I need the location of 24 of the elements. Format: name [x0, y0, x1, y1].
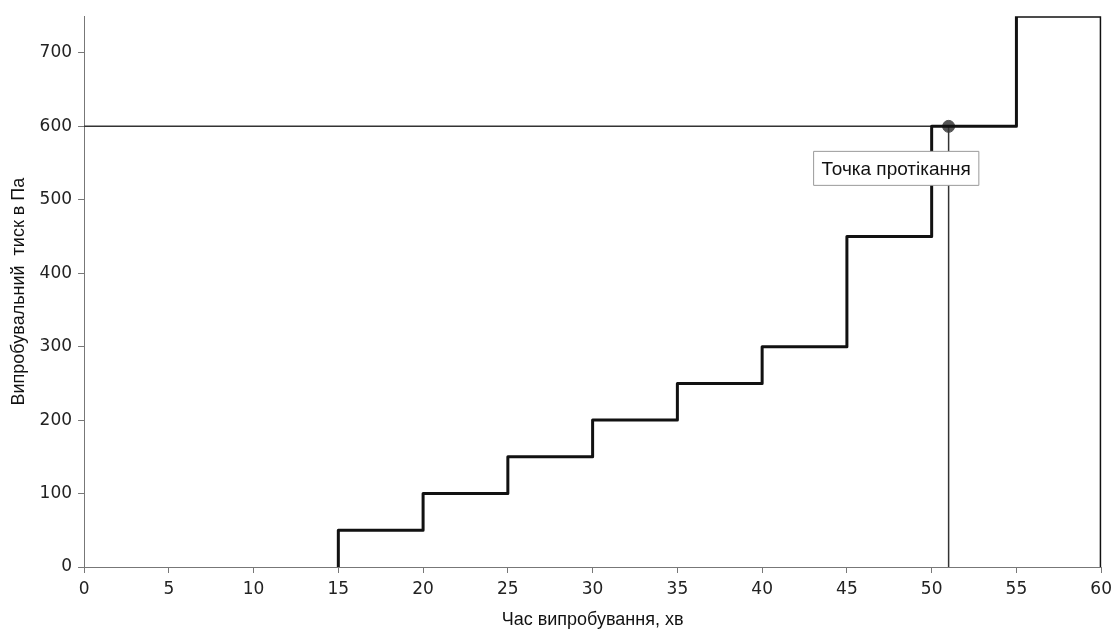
x-tick-label: 30 — [581, 577, 604, 598]
y-tick-label: 400 — [39, 261, 73, 282]
y-axis-title: Випробувальний тиск в Па — [7, 176, 28, 406]
x-tick-label: 0 — [78, 577, 90, 598]
x-tick-label: 35 — [666, 577, 689, 598]
x-tick-label: 50 — [920, 577, 943, 598]
y-tick-label: 200 — [39, 408, 73, 429]
x-tick-label: 10 — [242, 577, 265, 598]
x-tick-label: 20 — [412, 577, 434, 598]
x-axis-title: Час випробування, хв — [501, 609, 684, 630]
x-tick-label: 15 — [327, 577, 350, 598]
y-tick-label: 100 — [39, 481, 73, 502]
x-tick-label: 40 — [751, 577, 773, 598]
x-tick-label: 45 — [836, 577, 858, 598]
x-tick-label: 60 — [1090, 577, 1112, 598]
y-tick-label: 0 — [61, 555, 73, 576]
y-tick-label: 500 — [39, 188, 73, 209]
x-tick-label: 55 — [1005, 577, 1028, 598]
x-tick-label: 5 — [163, 577, 175, 598]
y-tick-label: 300 — [39, 335, 73, 356]
y-tick-label: 600 — [39, 114, 73, 135]
annotation: Точка протікання — [821, 157, 971, 179]
x-tick-label: 25 — [497, 577, 519, 598]
y-tick-label: 700 — [39, 41, 73, 62]
